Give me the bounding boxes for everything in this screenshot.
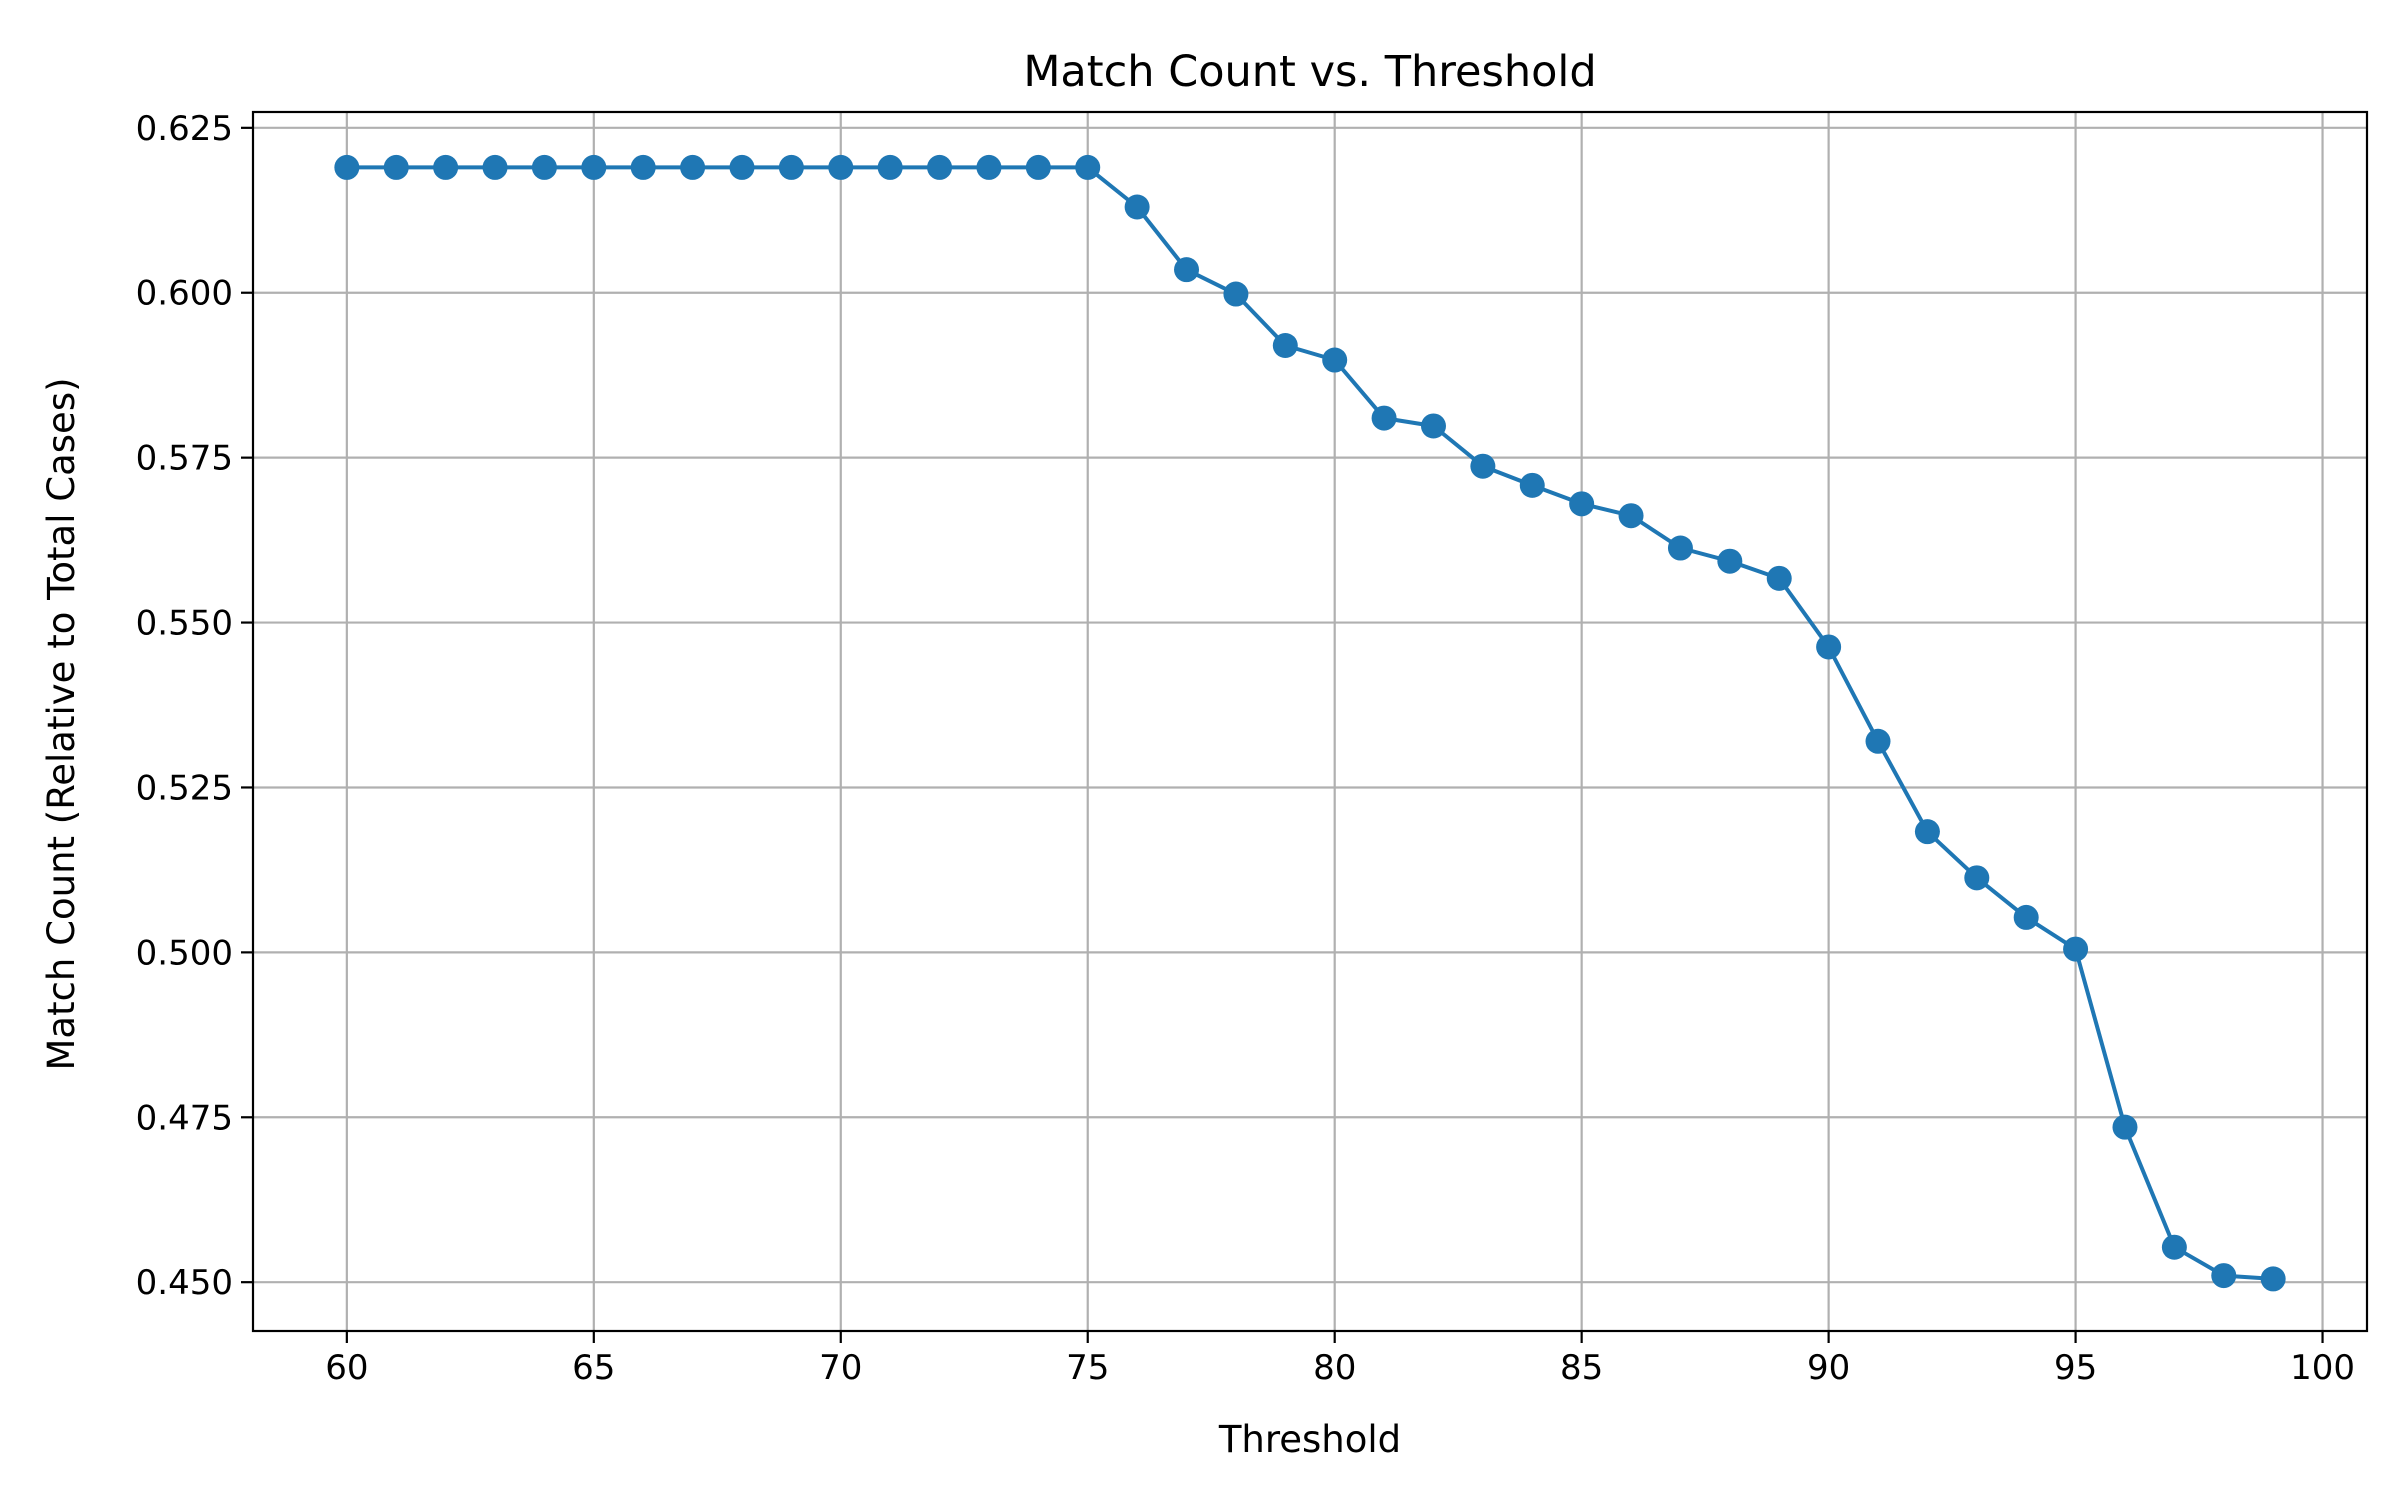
- data-point: [976, 154, 1002, 180]
- data-point: [1618, 503, 1644, 529]
- data-point: [1223, 281, 1249, 307]
- data-point: [1420, 413, 1446, 439]
- x-tick-label: 100: [2290, 1348, 2355, 1388]
- data-point: [1766, 565, 1792, 591]
- data-point: [877, 154, 903, 180]
- data-point: [1075, 154, 1101, 180]
- data-point: [1371, 405, 1397, 431]
- data-point: [334, 154, 360, 180]
- data-point: [531, 154, 557, 180]
- data-point: [1914, 819, 1940, 845]
- data-point: [1717, 548, 1743, 574]
- data-point: [1025, 154, 1051, 180]
- y-tick-label: 0.450: [136, 1263, 233, 1303]
- x-tick-label: 90: [1807, 1348, 1850, 1388]
- data-point: [482, 154, 508, 180]
- plot-frame: [251, 110, 2369, 1333]
- data-point: [729, 154, 755, 180]
- data-point: [1667, 535, 1693, 561]
- x-tick-label: 85: [1560, 1348, 1603, 1388]
- data-point: [1816, 634, 1842, 660]
- data-point: [2211, 1263, 2237, 1289]
- data-point: [1174, 257, 1200, 283]
- data-point: [2161, 1234, 2187, 1260]
- data-point: [1322, 347, 1348, 373]
- y-tick-label: 0.500: [136, 933, 233, 973]
- series-line: [346, 165, 2274, 1281]
- x-axis-label: Threshold: [1218, 1418, 1401, 1461]
- data-point: [778, 154, 804, 180]
- data-point: [2013, 904, 2039, 930]
- data-point: [1272, 333, 1298, 359]
- data-point: [927, 154, 953, 180]
- chart-title: Match Count vs. Threshold: [1023, 47, 1596, 97]
- data-point: [630, 154, 656, 180]
- data-point: [1964, 865, 1990, 891]
- data-point: [2260, 1266, 2286, 1292]
- y-tick-label: 0.625: [136, 109, 233, 149]
- x-tick-label: 95: [2054, 1348, 2097, 1388]
- x-tick-label: 60: [325, 1348, 368, 1388]
- y-tick-label: 0.525: [136, 768, 233, 808]
- data-point: [1519, 472, 1545, 498]
- data-point: [1124, 194, 1150, 220]
- x-tick-label: 80: [1313, 1348, 1356, 1388]
- x-tick-label: 70: [819, 1348, 862, 1388]
- y-tick-label: 0.475: [136, 1098, 233, 1138]
- y-tick-label: 0.600: [136, 274, 233, 314]
- data-point: [680, 154, 706, 180]
- data-point: [1470, 453, 1496, 479]
- data-point: [1865, 728, 1891, 754]
- x-tick-label: 65: [572, 1348, 615, 1388]
- data-point: [433, 154, 459, 180]
- y-tick-label: 0.550: [136, 604, 233, 644]
- grid: [253, 112, 2367, 1331]
- data-point: [2112, 1114, 2138, 1140]
- data-point: [2063, 936, 2089, 962]
- data-point: [383, 154, 409, 180]
- ticks: 60 65 70 75 80 85 90 95 100 0.450 0.475 0.500 0.525 0…: [136, 109, 2355, 1388]
- y-tick-label: 0.575: [136, 439, 233, 479]
- y-axis-label: Match Count (Relative to Total Cases): [40, 377, 83, 1070]
- x-tick-label: 75: [1066, 1348, 1109, 1388]
- data-point: [1569, 491, 1595, 517]
- data-point: [581, 154, 607, 180]
- data-point: [828, 154, 854, 180]
- series-layer: [334, 154, 2286, 1292]
